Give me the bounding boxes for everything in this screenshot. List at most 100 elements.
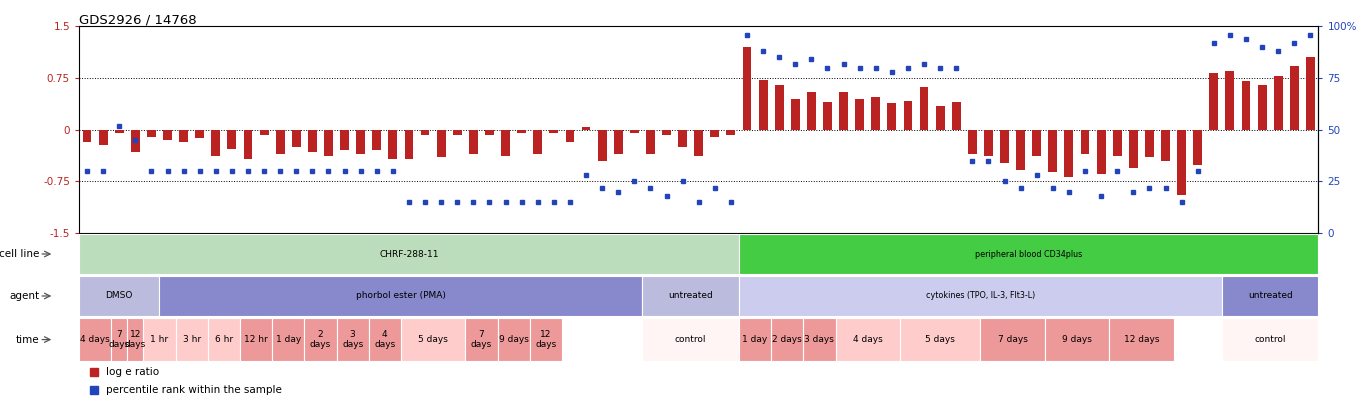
- Bar: [79, 318, 112, 361]
- Bar: [1306, 58, 1314, 130]
- Bar: [1045, 318, 1109, 361]
- Text: 6 hr: 6 hr: [215, 335, 233, 344]
- Text: 7
days: 7 days: [471, 330, 492, 349]
- Bar: [421, 130, 429, 135]
- Bar: [1222, 318, 1318, 361]
- Bar: [1290, 66, 1299, 130]
- Bar: [163, 130, 172, 140]
- Text: agent: agent: [10, 291, 39, 301]
- Bar: [369, 318, 400, 361]
- Bar: [501, 130, 509, 156]
- Bar: [1226, 71, 1234, 130]
- Bar: [275, 130, 285, 154]
- Text: 1 day: 1 day: [275, 335, 301, 344]
- Text: 9 days: 9 days: [498, 335, 528, 344]
- Bar: [530, 318, 563, 361]
- Bar: [711, 130, 719, 136]
- Bar: [143, 318, 176, 361]
- Bar: [114, 130, 124, 133]
- Bar: [324, 130, 332, 156]
- Bar: [643, 276, 740, 316]
- Text: peripheral blood CD34plus: peripheral blood CD34plus: [975, 249, 1083, 258]
- Bar: [1209, 73, 1218, 130]
- Bar: [1222, 276, 1318, 316]
- Bar: [1096, 130, 1106, 175]
- Bar: [1193, 130, 1203, 166]
- Text: 12
days: 12 days: [535, 330, 557, 349]
- Text: cytokines (TPO, IL-3, Flt3-L): cytokines (TPO, IL-3, Flt3-L): [926, 292, 1035, 301]
- Bar: [1257, 85, 1267, 130]
- Bar: [518, 130, 526, 133]
- Text: 4
days: 4 days: [375, 330, 395, 349]
- Bar: [952, 102, 960, 130]
- Bar: [372, 130, 381, 150]
- Bar: [1000, 130, 1009, 163]
- Bar: [308, 130, 317, 152]
- Text: 3
days: 3 days: [342, 330, 364, 349]
- Bar: [437, 130, 445, 157]
- Text: GDS2926 / 14768: GDS2926 / 14768: [79, 13, 196, 26]
- Bar: [643, 318, 740, 361]
- Bar: [485, 130, 494, 135]
- Bar: [244, 130, 252, 159]
- Bar: [582, 127, 591, 130]
- Text: 12
days: 12 days: [125, 330, 146, 349]
- Text: 2
days: 2 days: [309, 330, 331, 349]
- Bar: [740, 234, 1318, 274]
- Text: control: control: [1254, 335, 1286, 344]
- Bar: [742, 47, 752, 130]
- Text: 5 days: 5 days: [418, 335, 448, 344]
- Bar: [127, 318, 143, 361]
- Bar: [79, 234, 740, 274]
- Bar: [79, 276, 159, 316]
- Bar: [388, 130, 398, 159]
- Text: phorbol ester (PMA): phorbol ester (PMA): [355, 292, 445, 301]
- Bar: [1160, 130, 1170, 161]
- Bar: [260, 130, 268, 135]
- Bar: [740, 276, 1222, 316]
- Bar: [405, 130, 414, 159]
- Bar: [888, 104, 896, 130]
- Bar: [919, 87, 929, 130]
- Text: 12 days: 12 days: [1124, 335, 1159, 344]
- Bar: [497, 318, 530, 361]
- Bar: [614, 130, 622, 154]
- Bar: [678, 130, 686, 147]
- Bar: [855, 99, 864, 130]
- Bar: [1016, 130, 1026, 170]
- Text: 1 hr: 1 hr: [150, 335, 169, 344]
- Bar: [726, 130, 735, 135]
- Text: 4 days: 4 days: [80, 335, 110, 344]
- Bar: [646, 130, 655, 154]
- Text: 5 days: 5 days: [925, 335, 955, 344]
- Text: log e ratio: log e ratio: [106, 367, 159, 377]
- Bar: [112, 318, 127, 361]
- Text: cell line: cell line: [0, 249, 39, 259]
- Bar: [759, 80, 768, 130]
- Bar: [629, 130, 639, 133]
- Bar: [272, 318, 304, 361]
- Bar: [211, 130, 221, 156]
- Bar: [823, 102, 832, 130]
- Bar: [900, 318, 981, 361]
- Bar: [1145, 130, 1154, 157]
- Text: untreated: untreated: [669, 292, 714, 301]
- Bar: [598, 130, 606, 161]
- Text: 2 days: 2 days: [772, 335, 802, 344]
- Bar: [968, 130, 977, 154]
- Text: 7
days: 7 days: [109, 330, 129, 349]
- Bar: [835, 318, 900, 361]
- Text: 3 days: 3 days: [805, 335, 835, 344]
- Bar: [400, 318, 466, 361]
- Text: time: time: [16, 335, 39, 345]
- Text: control: control: [676, 335, 707, 344]
- Bar: [227, 130, 237, 149]
- Bar: [208, 318, 240, 361]
- Text: 12 hr: 12 hr: [244, 335, 268, 344]
- Bar: [291, 130, 301, 147]
- Text: DMSO: DMSO: [105, 292, 133, 301]
- Bar: [1049, 130, 1057, 173]
- Bar: [662, 130, 671, 135]
- Text: 9 days: 9 days: [1062, 335, 1092, 344]
- Bar: [336, 318, 369, 361]
